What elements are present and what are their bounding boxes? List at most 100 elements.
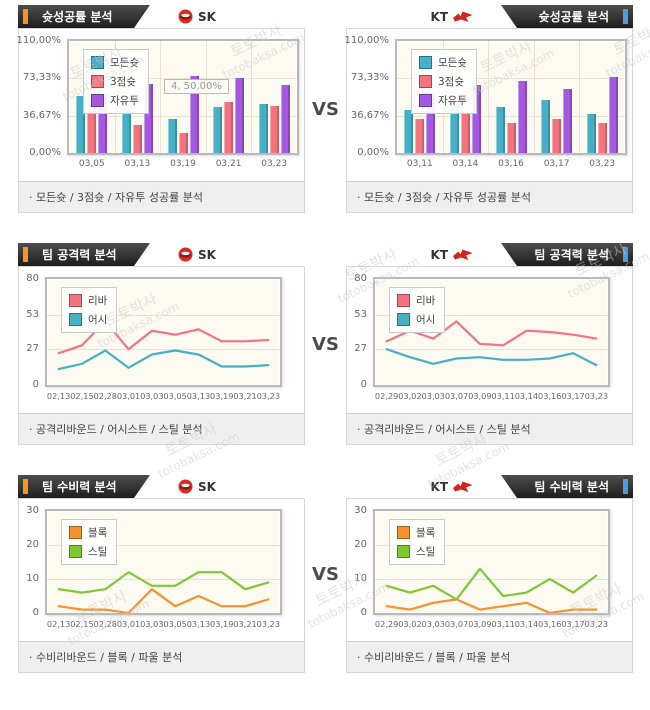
bar-자유투[interactable] (98, 93, 108, 153)
series-line-스틸[interactable] (57, 571, 270, 594)
y-axis-tick-label: 80 (26, 273, 39, 284)
legend-label: 모든슛 (110, 57, 139, 69)
bar-자유투[interactable] (563, 88, 573, 153)
panel-sk-defense: 팀 수비력 분석 SK 블록 스틸 02,13 02,15 02,28 03,01 03,… (18, 475, 305, 673)
team-label-sk: SK (178, 9, 216, 24)
bar-자유투[interactable] (280, 84, 290, 153)
y-axis-tick-label: 0 (360, 379, 367, 390)
panel-title: 팀 공격력 분석 (42, 248, 117, 262)
chart-body: 리바 어시 02,29 03,02 03,03 03,07 03,09 03,11 03,14… (346, 266, 633, 413)
legend-swatch (69, 313, 82, 326)
x-axis-tick-label: 03,03 (140, 619, 164, 629)
chart-legend: 리바 어시 (389, 287, 446, 333)
x-axis-tick-label: 02,13 (46, 619, 71, 629)
x-axis-tick-label: 03,07 (444, 619, 469, 629)
bar-모든슛[interactable] (495, 107, 505, 153)
x-axis-tick-label: 02,28 (93, 391, 117, 401)
series-line-블록[interactable] (385, 598, 598, 613)
line-series-canvas (385, 320, 598, 367)
bar-chart-kt-shooting: 모든슛 3점슛 자유투 03,11 03,14 03,16 03,17 03,23 110,… (345, 35, 627, 173)
bar-3점슛[interactable] (597, 123, 607, 153)
legend-item: 모든슛 (419, 55, 467, 70)
bar-3점슛[interactable] (415, 119, 425, 153)
bar-모든슛[interactable] (541, 100, 551, 153)
x-axis-tick-label: 03,05 (78, 159, 105, 169)
panel-caption: · 공격리바운드 / 어시스트 / 스틸 분석 (346, 413, 633, 445)
x-axis-tick-label: 03,14 (514, 619, 539, 629)
panel-header: KT 팀 수비력 분석 (346, 475, 633, 498)
bar-모든슛[interactable] (586, 114, 596, 153)
bar-모든슛[interactable] (449, 106, 459, 153)
series-line-어시[interactable] (385, 348, 598, 367)
bar-3점슛[interactable] (178, 132, 188, 153)
legend-label: 자유투 (110, 95, 139, 107)
legend-label: 블록 (88, 527, 108, 539)
tab-accent-bar (623, 247, 628, 262)
panel-title-tab: 팀 수비력 분석 (18, 475, 150, 498)
x-axis-tick-label: 03,11 (406, 159, 433, 169)
x-axis-labels: 02,13 02,15 02,28 03,01 03,03 03,05 03,13 03,19… (45, 390, 282, 405)
bar-자유투[interactable] (471, 84, 481, 153)
bar-모든슛[interactable] (167, 119, 177, 153)
series-line-블록[interactable] (57, 588, 270, 613)
y-axis-tick-label: 110,00% (16, 35, 62, 46)
line-chart-sk-offense: 리바 어시 02,13 02,15 02,28 03,01 03,03 03,05 03,13… (26, 273, 282, 405)
x-axis-tick-label: 03,09 (468, 391, 492, 401)
legend-item: 리바 (69, 293, 107, 308)
x-axis-tick-label: 03,07 (444, 391, 469, 401)
team-name: KT (430, 9, 448, 24)
x-axis-tick-label: 03,03 (140, 391, 164, 401)
y-axis-tick-label: 80 (354, 273, 367, 284)
bar-3점슛[interactable] (269, 106, 279, 153)
legend-label: 리바 (88, 295, 108, 307)
bar-3점슛[interactable] (552, 119, 562, 153)
bar-모든슛[interactable] (121, 110, 131, 153)
plot-area: 모든슛 3점슛 자유투 (395, 39, 627, 155)
bar-자유투[interactable] (143, 83, 153, 153)
legend-item: 스틸 (69, 544, 107, 559)
row-shooting: 슛성공률 분석 SK 모든슛 3점슛 자유투 4, 50,00% 03,05 03,13… (16, 5, 650, 213)
bar-3점슛[interactable] (224, 102, 234, 153)
x-axis-tick-label: 03,09 (468, 619, 492, 629)
bar-자유투[interactable] (608, 76, 618, 153)
bar-3점슛[interactable] (460, 114, 470, 153)
bar-3점슛[interactable] (132, 124, 142, 153)
gridline-horizontal (397, 78, 625, 80)
x-axis-labels: 02,13 02,15 02,28 03,01 03,03 03,05 03,13 03,19… (45, 618, 282, 633)
bar-모든슛[interactable] (258, 104, 268, 153)
bar-모든슛[interactable] (213, 107, 223, 153)
plot-area: 리바 어시 (45, 277, 282, 387)
gridline-horizontal (375, 545, 608, 546)
series-line-어시[interactable] (57, 349, 270, 371)
bar-3점슛[interactable] (87, 97, 97, 153)
series-line-리바[interactable] (385, 320, 598, 347)
bar-자유투[interactable] (235, 77, 245, 153)
bar-모든슛[interactable] (404, 110, 414, 153)
plot-area: 블록 스틸 (373, 509, 610, 615)
x-axis-tick-label: 03,01 (116, 619, 141, 629)
bar-3점슛[interactable] (506, 123, 516, 153)
y-axis-tick-label: 10 (26, 573, 39, 584)
row-offense: 팀 공격력 분석 SK 리바 어시 02,13 02,15 02,28 03,01 03,… (18, 243, 650, 445)
legend-label: 모든슛 (438, 57, 467, 69)
bar-모든슛[interactable] (76, 95, 86, 153)
legend-swatch (69, 294, 82, 307)
team-label-kt: KT (431, 480, 473, 494)
bar-자유투[interactable] (189, 75, 199, 153)
legend-item: 리바 (397, 293, 435, 308)
panel-title: 슛성공률 분석 (42, 10, 113, 24)
series-line-스틸[interactable] (385, 567, 598, 601)
x-axis-tick-label: 03,03 (421, 391, 445, 401)
chart-legend: 리바 어시 (61, 287, 118, 333)
panel-header: 슛성공률 분석 SK (18, 5, 305, 28)
bar-자유투[interactable] (426, 92, 436, 153)
y-axis-tick-label: 53 (26, 308, 39, 320)
x-axis-tick-label: 03,02 (398, 391, 422, 401)
chart-body: 블록 스틸 02,29 03,02 03,03 03,07 03,09 03,11 03,14… (346, 498, 633, 641)
legend-swatch (91, 56, 104, 69)
x-axis-tick-label: 03,16 (498, 159, 524, 169)
bar-자유투[interactable] (517, 80, 527, 153)
series-line-리바[interactable] (57, 320, 270, 355)
y-axis-tick-label: 30 (354, 505, 367, 516)
